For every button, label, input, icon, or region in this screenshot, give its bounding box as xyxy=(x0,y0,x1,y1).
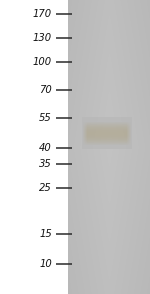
Text: 100: 100 xyxy=(33,57,52,67)
Text: 55: 55 xyxy=(39,113,52,123)
Text: 70: 70 xyxy=(39,85,52,95)
Text: 35: 35 xyxy=(39,159,52,169)
Text: 10: 10 xyxy=(39,259,52,269)
Text: 170: 170 xyxy=(33,9,52,19)
Text: 130: 130 xyxy=(33,33,52,43)
Text: 40: 40 xyxy=(39,143,52,153)
Text: 15: 15 xyxy=(39,229,52,239)
Text: 25: 25 xyxy=(39,183,52,193)
